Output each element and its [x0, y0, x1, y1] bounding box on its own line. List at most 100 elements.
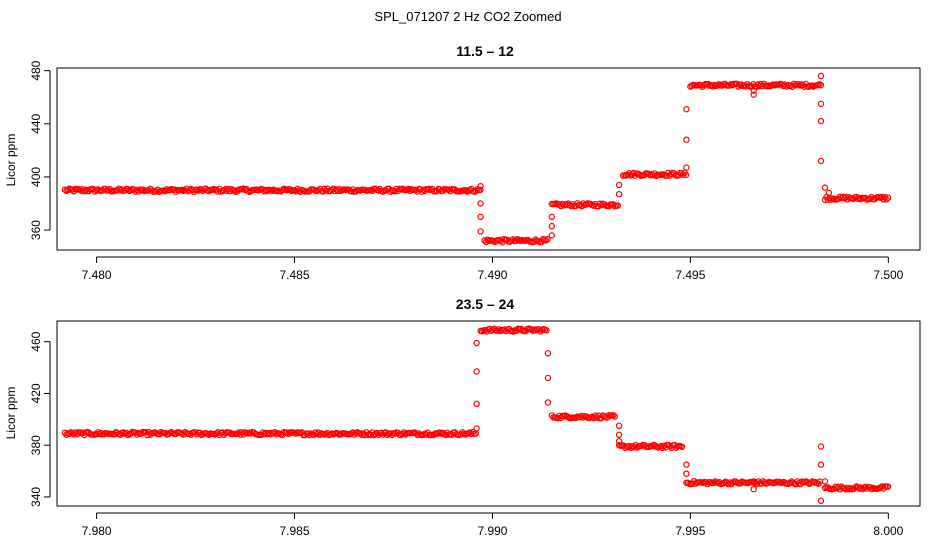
data-point	[866, 195, 874, 202]
data-point	[710, 479, 717, 487]
data-point	[64, 186, 72, 193]
data-point	[510, 328, 517, 335]
data-point	[268, 187, 276, 194]
data-point	[548, 213, 556, 220]
data-point	[512, 237, 520, 244]
data-point	[817, 443, 825, 450]
y-tick-label: 440	[29, 113, 43, 133]
data-point	[572, 414, 580, 422]
data-point	[328, 186, 336, 194]
data-point	[121, 187, 129, 194]
data-point	[97, 429, 105, 437]
data-point	[615, 422, 623, 429]
data-point	[544, 399, 552, 406]
data-point	[660, 442, 668, 449]
y-tick-label: 460	[29, 331, 43, 351]
data-point	[477, 186, 484, 193]
data-point	[598, 201, 605, 209]
data-point	[316, 431, 324, 438]
data-point	[181, 187, 189, 194]
data-point	[69, 186, 76, 193]
x-tick-label: 7.985	[280, 524, 310, 538]
data-point	[590, 202, 598, 209]
data-point	[817, 461, 825, 468]
y-axis-label: Licor ppm	[4, 387, 18, 440]
data-point	[66, 430, 73, 437]
data-point	[484, 236, 491, 243]
data-point	[615, 190, 623, 198]
data-point	[399, 430, 406, 438]
data-point	[412, 186, 420, 194]
data-point	[501, 326, 508, 333]
data-point	[228, 185, 235, 193]
data-point	[683, 105, 690, 113]
x-tick-label: 7.490	[477, 268, 507, 282]
data-point	[336, 185, 343, 193]
data-point	[162, 429, 169, 437]
data-point	[213, 430, 220, 437]
data-point	[790, 80, 798, 88]
plot-frame	[56, 320, 921, 507]
data-point	[628, 171, 636, 178]
data-point	[683, 136, 690, 143]
data-point	[528, 326, 535, 333]
x-tick-label: 7.495	[675, 268, 705, 282]
data-point	[313, 431, 321, 438]
data-point	[868, 486, 875, 493]
data-point	[817, 497, 825, 504]
data-point	[423, 431, 430, 438]
data-point	[544, 235, 551, 243]
data-point	[334, 430, 342, 437]
data-point	[750, 478, 757, 485]
data-point	[825, 189, 833, 197]
data-point	[580, 200, 587, 207]
data-point	[683, 461, 690, 468]
data-point	[615, 431, 623, 438]
data-point	[283, 429, 291, 436]
x-tick-label: 7.500	[873, 268, 903, 282]
data-point	[821, 184, 829, 191]
data-point	[473, 400, 480, 407]
panel-title: 23.5 – 24	[456, 296, 515, 312]
data-point	[544, 374, 552, 382]
panel-top: 11.5 – 12 Licor ppm 7.480 7.485 7.490 7.495…	[4, 43, 921, 282]
data-point	[477, 213, 484, 220]
data-point	[678, 443, 686, 451]
data-point	[884, 483, 892, 490]
data-point	[78, 187, 85, 194]
data-point	[542, 237, 550, 244]
data-point	[124, 185, 132, 193]
data-point	[102, 185, 109, 193]
y-tick-label: 480	[29, 60, 43, 80]
data-point	[817, 100, 825, 108]
data-point	[473, 425, 480, 432]
data-point	[580, 414, 587, 421]
data-point	[195, 187, 202, 194]
data-point	[649, 171, 657, 179]
data-point	[379, 188, 387, 195]
y-tick-label: 360	[29, 220, 43, 240]
figure-title: SPL_071207 2 Hz CO2 Zoomed	[374, 9, 561, 24]
data-point	[334, 187, 342, 194]
x-tick-label: 7.995	[675, 524, 705, 538]
data-point	[133, 186, 141, 194]
data-point	[543, 327, 550, 334]
data-point	[611, 413, 619, 420]
data-point	[764, 479, 771, 487]
data-point	[614, 202, 622, 209]
data-point	[477, 200, 484, 207]
data-point	[817, 117, 825, 125]
data-point	[473, 368, 480, 375]
data-point	[462, 186, 469, 194]
data-point	[420, 186, 427, 193]
y-axis-label: Licor ppm	[4, 134, 18, 187]
data-point	[856, 194, 863, 202]
x-tick-label: 7.485	[280, 268, 310, 282]
data-point	[863, 485, 871, 492]
data-point	[565, 413, 572, 421]
data-point	[750, 87, 757, 94]
data-point	[610, 412, 617, 419]
plot-frame	[56, 67, 921, 251]
data-point	[627, 444, 635, 451]
